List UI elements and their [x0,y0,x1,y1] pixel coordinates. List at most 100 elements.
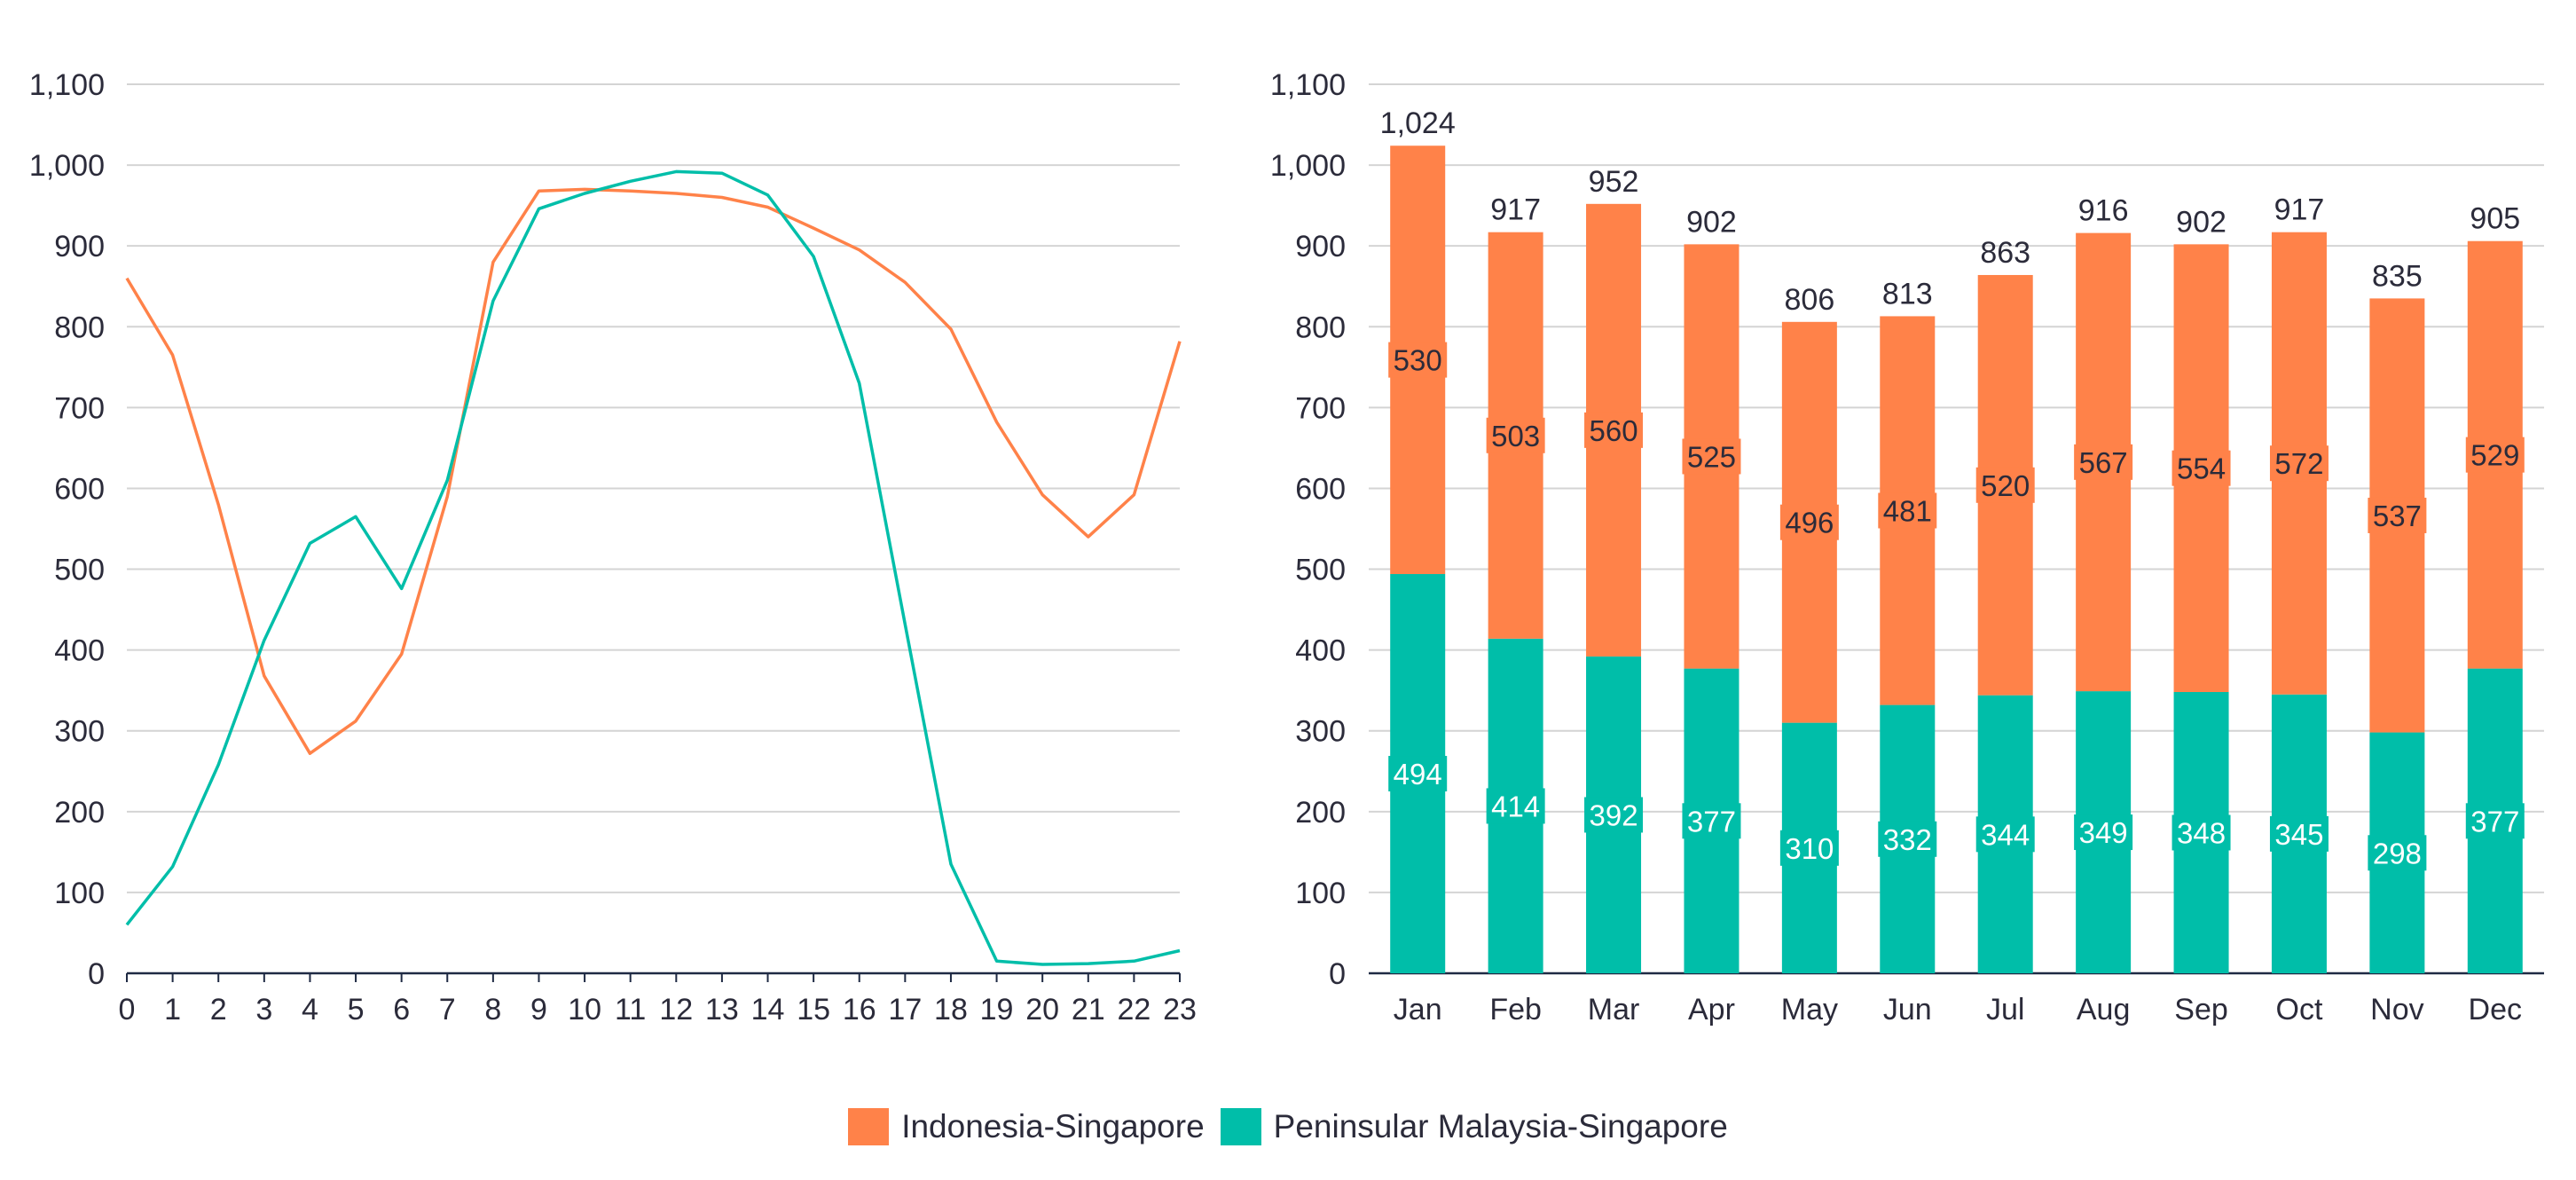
data-label-indonesia-box [1682,438,1741,475]
left-x-tick-label: 18 [934,993,968,1027]
right-y-tick-label: 400 [1295,634,1346,668]
legend-swatch-malaysia [1220,1108,1261,1145]
right-y-tick-label: 200 [1295,796,1346,830]
right-y-tick-label: 900 [1295,230,1346,264]
left-y-tick-label: 300 [54,715,105,749]
data-label-malaysia: 298 [2373,837,2422,869]
data-label-indonesia: 525 [1687,440,1736,473]
data-label-indonesia: 520 [1981,469,2030,502]
legend-item-indonesia[interactable]: Indonesia-Singapore [848,1108,1205,1145]
data-label-malaysia-box [1486,788,1545,824]
data-label-indonesia-box [1388,342,1448,378]
right-x-tick-label: Sep [2174,993,2228,1027]
data-label-malaysia: 345 [2274,818,2323,851]
right-x-tick-label: Aug [2077,993,2131,1027]
left-y-tick-label: 500 [54,554,105,587]
legend-item-malaysia[interactable]: Peninsular Malaysia-Singapore [1220,1108,1728,1145]
left-x-tick-label: 4 [302,993,318,1027]
legend: Indonesia-Singapore Peninsular Malaysia-… [0,1100,2576,1153]
data-label-indonesia-box [1584,412,1644,448]
total-label: 813 [1882,277,1933,311]
right-y-tick-label: 1,000 [1270,149,1346,183]
line-series-malaysia [125,169,1181,966]
line-series-indonesia [125,187,1182,755]
left-x-tick-label: 7 [439,993,456,1027]
total-label: 917 [1490,193,1541,227]
total-label: 1,024 [1380,106,1456,140]
right-x-tick-label: Feb [1489,993,1542,1027]
data-label-indonesia: 481 [1883,495,1932,528]
right-x-tick-label: Oct [2276,993,2323,1027]
left-y-tick-label: 800 [54,311,105,344]
left-y-tick-label: 200 [54,796,105,830]
data-label-malaysia-box [2465,803,2525,839]
data-label-malaysia-box [1584,797,1644,833]
data-label-indonesia-box [2465,437,2525,473]
legend-label-indonesia: Indonesia-Singapore [901,1108,1205,1145]
right-x-tick-label: Nov [2370,993,2423,1027]
right-x-tick-label: May [1781,993,1838,1027]
right-y-tick-label: 700 [1295,391,1346,425]
left-x-tick-label: 21 [1072,993,1105,1027]
total-label: 917 [2274,193,2325,227]
right-x-tick-label: Jun [1883,993,1932,1027]
data-label-indonesia: 567 [2079,446,2128,479]
left-x-tick-label: 10 [568,993,601,1027]
data-label-indonesia: 572 [2274,447,2323,480]
left-x-tick-label: 6 [393,993,410,1027]
left-x-tick-label: 20 [1025,993,1059,1027]
left-y-tick-label: 0 [88,957,105,991]
data-label-malaysia-box [2368,835,2427,871]
data-label-malaysia: 310 [1785,832,1834,865]
left-y-tick-label: 400 [54,634,105,668]
data-label-indonesia: 530 [1394,344,1442,377]
left-x-tick-label: 14 [751,993,785,1027]
data-label-malaysia: 348 [2177,817,2226,850]
data-label-malaysia-box [2172,814,2231,851]
data-label-indonesia-box [1779,504,1839,540]
legend-swatch-indonesia [848,1108,890,1145]
left-y-tick-label: 1,100 [29,68,105,102]
data-label-indonesia-box [2368,497,2427,533]
right-y-tick-label: 300 [1295,715,1346,749]
legend-label-malaysia: Peninsular Malaysia-Singapore [1273,1108,1728,1145]
data-label-malaysia: 344 [1981,818,2030,851]
data-label-malaysia-box [1682,803,1741,839]
data-label-malaysia: 392 [1590,798,1638,831]
left-x-tick-label: 17 [888,993,922,1027]
data-label-malaysia-box [1388,756,1448,792]
total-label: 902 [2176,205,2227,239]
left-y-tick-label: 600 [54,472,105,506]
left-x-tick-label: 19 [980,993,1014,1027]
total-label: 902 [1686,205,1737,239]
left-x-tick-label: 5 [348,993,365,1027]
data-label-indonesia-box [2269,445,2329,482]
data-label-malaysia-box [1975,816,2035,853]
data-label-malaysia: 332 [1883,823,1932,856]
right-x-tick-label: Dec [2469,993,2522,1027]
left-x-tick-label: 9 [530,993,547,1027]
data-label-indonesia-box [1975,467,2035,503]
total-label: 952 [1589,165,1639,199]
right-y-tick-label: 600 [1295,472,1346,506]
data-label-malaysia-box [1878,821,1937,857]
total-label: 916 [2078,194,2129,228]
right-x-tick-label: Apr [1688,993,1735,1027]
data-label-indonesia-box [2172,450,2231,486]
data-label-malaysia: 377 [2470,805,2519,838]
left-x-tick-label: 23 [1163,993,1197,1027]
total-label: 835 [2372,259,2423,293]
data-label-indonesia: 537 [2373,500,2422,532]
right-y-tick-label: 1,100 [1270,68,1346,102]
right-x-tick-label: Mar [1588,993,1640,1027]
left-x-tick-label: 12 [659,993,693,1027]
left-x-tick-label: 8 [484,993,501,1027]
left-x-tick-label: 2 [210,993,227,1027]
data-label-malaysia-box [2074,814,2133,851]
left-x-tick-label: 16 [843,993,876,1027]
data-label-malaysia: 377 [1687,805,1736,838]
left-x-tick-label: 11 [615,993,646,1027]
data-label-indonesia: 496 [1785,507,1834,539]
